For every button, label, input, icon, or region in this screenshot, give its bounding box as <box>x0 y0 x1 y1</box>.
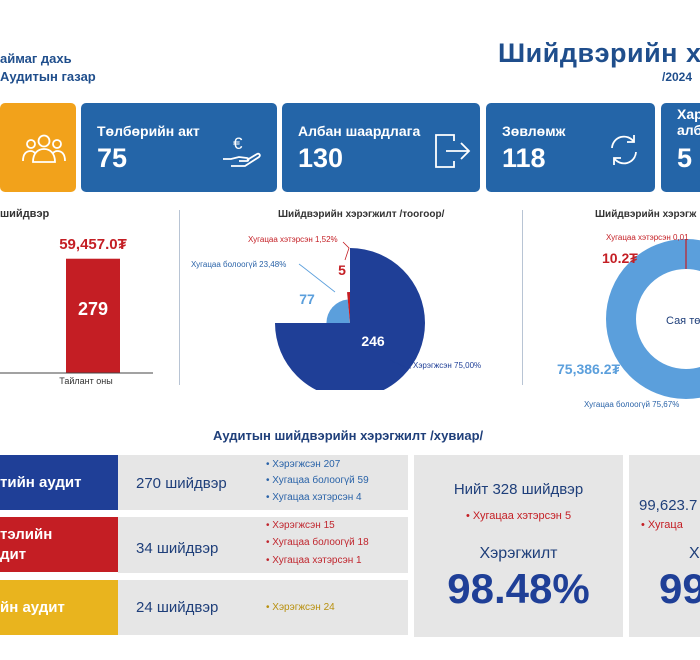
summary-total: 99,623.7 <box>639 497 698 514</box>
bar-chart: 59,457.0₮ 279 Тайлант оны <box>0 236 153 386</box>
euro-hand-icon: € <box>223 134 261 167</box>
chart1-title: шийдвэр <box>0 208 50 220</box>
summary-percent: 99 <box>659 565 700 612</box>
row-box-1: 270 шийдвэр • Хэрэгжсэн 207 • Хугацаа бо… <box>118 455 408 510</box>
divider <box>179 210 180 385</box>
summary-overdue: • Хугацаа хэтэрсэн 5 <box>465 510 572 522</box>
org-line-1: аймаг дахь <box>0 51 72 66</box>
pie-label-implemented: Хэрэгжсэн 75,00% <box>413 361 481 370</box>
row-item: • Хэрэгжсэн 207 <box>266 459 341 470</box>
kpi-label: Хар алб <box>677 106 700 138</box>
summary-total: Нийт 328 шийдвэр <box>453 481 584 498</box>
kpi-value: 75 <box>97 143 128 173</box>
row-item: • Хугацаа болоогүй 18 <box>266 537 369 548</box>
page-title: Шийдвэрийн х <box>498 38 700 68</box>
kpi-label: Зөвлөмж <box>502 123 566 139</box>
leader-line-overdue <box>342 241 350 261</box>
row-box-2: 34 шийдвэр • Хэрэгжсэн 15 • Хугацаа боло… <box>118 517 408 573</box>
pie-slice-overdue <box>347 292 350 323</box>
donut-value-overdue: 10.2₮ <box>602 250 638 266</box>
donut-label-overdue: Хугацаа хэтэрсэн 0,01 <box>606 233 689 242</box>
leader-line-implemented <box>389 359 411 369</box>
donut-center-label: Сая тө <box>666 315 700 327</box>
summary-percent: 98.48% <box>447 565 590 612</box>
kpi-value: 130 <box>298 143 344 173</box>
kpi-card-recommendation: Зөвлөмж 118 <box>486 103 655 192</box>
summary-box-amount: 99,623.7 • Хугаца Х 99 <box>629 455 700 637</box>
row-count: 34 шийдвэр <box>136 540 219 557</box>
chart3-title: Шийдвэрийн хэрэгж <box>595 209 697 220</box>
x-tick-label: Тайлант оны <box>59 376 112 386</box>
pie-chart-count: 246 77 5 Хугацаа хэтэрсэн 1,52% Хугацаа … <box>191 235 481 390</box>
pie-value-implemented: 246 <box>361 333 385 349</box>
pie-label-pending: Хугацаа болоогүй 23,48% <box>191 260 286 269</box>
section2-title: Аудитын шийдвэрийн хэрэгжилт /хувиар/ <box>213 428 484 443</box>
kpi-card-official-demand: Албан шаардлага 130 <box>282 103 480 192</box>
leader-line-pending <box>298 263 336 293</box>
row-label-1: тийн аудит <box>0 455 118 510</box>
row-item: • Хугацаа болоогүй 59 <box>266 475 369 486</box>
bar-top-value-label: 59,457.0₮ <box>59 236 127 253</box>
refresh-icon <box>611 135 637 165</box>
bar-data-label: 279 <box>78 299 108 319</box>
donut-value-pending: 75,386.2₮ <box>557 361 620 377</box>
kpi-card-other: Хар алб 5 <box>661 103 700 192</box>
kpi-value: 5 <box>677 143 693 173</box>
row-item: • Хугацаа хэтэрсэн 4 <box>266 492 362 503</box>
kpi-card-payment-act: Төлбөрийн акт 75 € <box>81 103 277 192</box>
row-label-2: тэлийн дит <box>0 517 118 572</box>
row-box-3: 24 шийдвэр • Хэрэгжсэн 24 <box>118 580 408 635</box>
summary-caption: Хэрэгжилт <box>479 545 558 562</box>
row-item: • Хэрэгжсэн 24 <box>266 602 335 613</box>
org-line-2: Аудитын газар <box>0 69 96 84</box>
people-icon <box>22 134 66 163</box>
pie-label-overdue: Хугацаа хэтэрсэн 1,52% <box>248 235 338 244</box>
donut-chart-amount: Сая тө Хугацаа хэтэрсэн 0,01 10.2₮ 75,38… <box>557 233 700 409</box>
pie-value-overdue: 5 <box>338 262 346 278</box>
summary-caption: Х <box>689 545 700 562</box>
summary-overdue: • Хугаца <box>641 519 683 531</box>
svg-text:€: € <box>233 134 243 153</box>
chart2-title: Шийдвэрийн хэрэгжилт /тоогоор/ <box>278 209 445 220</box>
kpi-label: Төлбөрийн акт <box>97 123 200 139</box>
row-label-3: йн аудит <box>0 580 118 635</box>
pie-slice-implemented <box>275 248 425 390</box>
exit-arrow-icon <box>435 134 471 168</box>
summary-box-count: Нийт 328 шийдвэр • Хугацаа хэтэрсэн 5 Хэ… <box>414 455 623 637</box>
bar-mark <box>66 258 120 373</box>
row-count: 24 шийдвэр <box>136 599 219 616</box>
row-count: 270 шийдвэр <box>136 475 227 492</box>
org-name: аймаг дахь Аудитын газар <box>0 50 96 86</box>
kpi-label: Албан шаардлага <box>298 123 421 139</box>
donut-label-pending: Хугацаа болоогүй 75,67% <box>584 400 679 409</box>
pie-slice-pending <box>326 299 350 323</box>
kpi-card-audits <box>0 103 76 192</box>
kpi-value: 118 <box>502 143 546 173</box>
row-item: • Хэрэгжсэн 15 <box>266 520 335 531</box>
row-item: • Хугацаа хэтэрсэн 1 <box>266 555 362 566</box>
page-subtitle: /2024 <box>662 70 693 84</box>
divider <box>522 210 523 385</box>
leader-line-pending <box>637 366 643 373</box>
pie-value-pending: 77 <box>299 291 315 307</box>
